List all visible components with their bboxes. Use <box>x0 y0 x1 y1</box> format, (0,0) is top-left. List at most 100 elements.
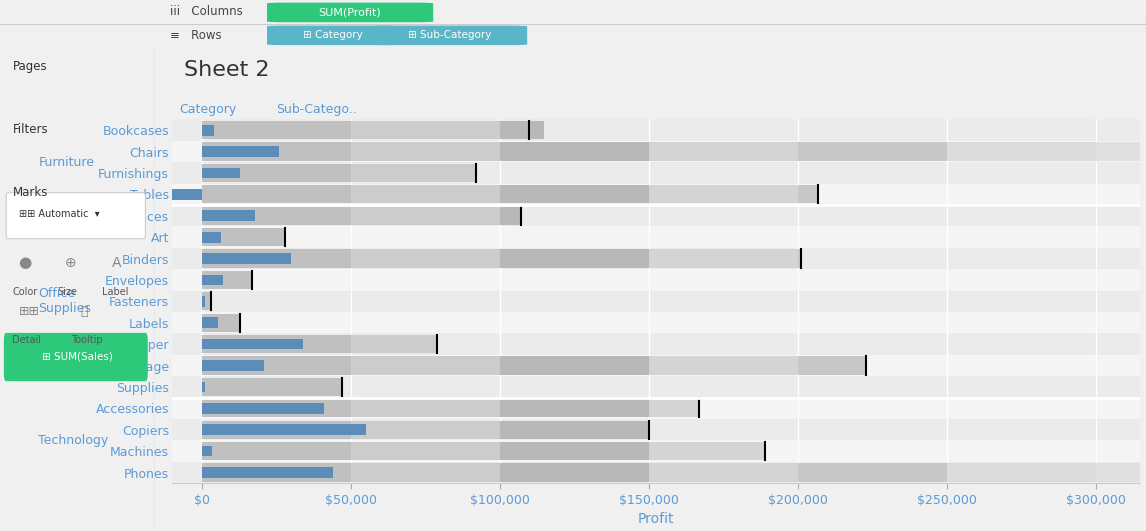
Text: Tooltip: Tooltip <box>71 335 103 345</box>
Text: Filters: Filters <box>13 123 48 136</box>
Bar <box>351 164 476 182</box>
Bar <box>351 421 500 439</box>
Bar <box>202 275 222 285</box>
Bar <box>500 250 649 268</box>
Bar <box>202 378 342 396</box>
Bar <box>172 333 1140 355</box>
Text: Pages: Pages <box>13 60 47 73</box>
Bar <box>202 464 351 482</box>
Bar <box>1096 464 1146 482</box>
Text: Sub-Catego..: Sub-Catego.. <box>276 103 358 116</box>
Bar <box>202 228 285 246</box>
Bar <box>202 382 205 392</box>
Bar <box>202 164 351 182</box>
Bar <box>172 162 1140 184</box>
Bar <box>798 142 947 161</box>
Bar <box>798 356 866 375</box>
Text: ⊞⊞: ⊞⊞ <box>18 305 40 318</box>
Text: ⊞ Sub-Category: ⊞ Sub-Category <box>408 30 492 40</box>
Bar <box>202 146 280 157</box>
Bar <box>649 442 764 460</box>
Text: A: A <box>111 256 120 270</box>
Bar <box>202 467 332 478</box>
Bar <box>202 253 291 264</box>
Bar <box>351 356 500 375</box>
Bar <box>148 189 202 200</box>
Text: ⊞ Category: ⊞ Category <box>303 30 363 40</box>
Text: Category: Category <box>180 103 237 116</box>
FancyBboxPatch shape <box>267 25 399 45</box>
Text: Furniture: Furniture <box>38 156 94 169</box>
Text: Label: Label <box>102 287 128 297</box>
Bar <box>649 250 798 268</box>
Bar <box>947 142 1096 161</box>
Bar <box>202 271 252 289</box>
Bar <box>649 185 798 203</box>
Bar <box>202 232 221 243</box>
Bar <box>649 399 699 417</box>
Bar <box>351 250 500 268</box>
Bar <box>172 312 1140 333</box>
Bar <box>172 355 1140 376</box>
Text: Marks: Marks <box>13 185 48 199</box>
Bar <box>202 403 324 414</box>
Bar <box>202 185 351 203</box>
Bar <box>500 121 544 139</box>
FancyBboxPatch shape <box>3 333 148 381</box>
Text: ⊞⊞ Automatic  ▾: ⊞⊞ Automatic ▾ <box>18 210 100 219</box>
Bar <box>798 185 818 203</box>
Bar <box>202 210 256 221</box>
Bar <box>202 296 204 307</box>
Bar <box>172 205 1140 226</box>
Text: ●: ● <box>18 255 32 270</box>
Bar <box>202 360 265 371</box>
Bar <box>202 121 351 139</box>
Text: Size: Size <box>57 287 77 297</box>
Bar <box>500 464 649 482</box>
Bar <box>649 142 798 161</box>
Bar <box>202 292 211 311</box>
Bar <box>172 290 1140 312</box>
Bar <box>172 141 1140 162</box>
Bar <box>351 185 500 203</box>
Bar <box>500 142 649 161</box>
Text: Sheet 2: Sheet 2 <box>183 59 269 80</box>
Bar <box>202 356 351 375</box>
Bar <box>202 125 213 135</box>
Bar <box>798 464 947 482</box>
Bar <box>202 142 351 161</box>
FancyBboxPatch shape <box>267 3 433 22</box>
Bar <box>202 446 212 457</box>
Text: ≡   Rows: ≡ Rows <box>170 29 221 42</box>
Bar <box>351 142 500 161</box>
Bar <box>500 421 649 439</box>
Bar <box>500 356 649 375</box>
Bar <box>1096 142 1146 161</box>
X-axis label: Profit: Profit <box>638 512 674 526</box>
Bar <box>172 462 1140 483</box>
Bar <box>947 464 1096 482</box>
Bar <box>202 424 366 435</box>
Bar <box>202 442 351 460</box>
Bar <box>202 399 351 417</box>
Text: Office
Supplies: Office Supplies <box>38 287 92 315</box>
Text: ⧂: ⧂ <box>80 305 88 318</box>
FancyBboxPatch shape <box>6 193 146 238</box>
Bar <box>202 250 351 268</box>
Text: SUM(Profit): SUM(Profit) <box>319 7 382 17</box>
Bar <box>351 121 500 139</box>
Bar <box>351 442 500 460</box>
Bar <box>172 119 1140 141</box>
Bar <box>172 398 1140 419</box>
Bar <box>351 207 500 225</box>
Text: ⊞ SUM(Sales): ⊞ SUM(Sales) <box>42 351 112 361</box>
Bar <box>798 250 801 268</box>
Bar <box>649 356 798 375</box>
Bar <box>649 464 798 482</box>
Bar <box>172 184 1140 205</box>
Bar <box>202 421 351 439</box>
Bar <box>500 185 649 203</box>
Bar <box>202 168 241 178</box>
Bar <box>351 464 500 482</box>
Bar <box>351 399 500 417</box>
